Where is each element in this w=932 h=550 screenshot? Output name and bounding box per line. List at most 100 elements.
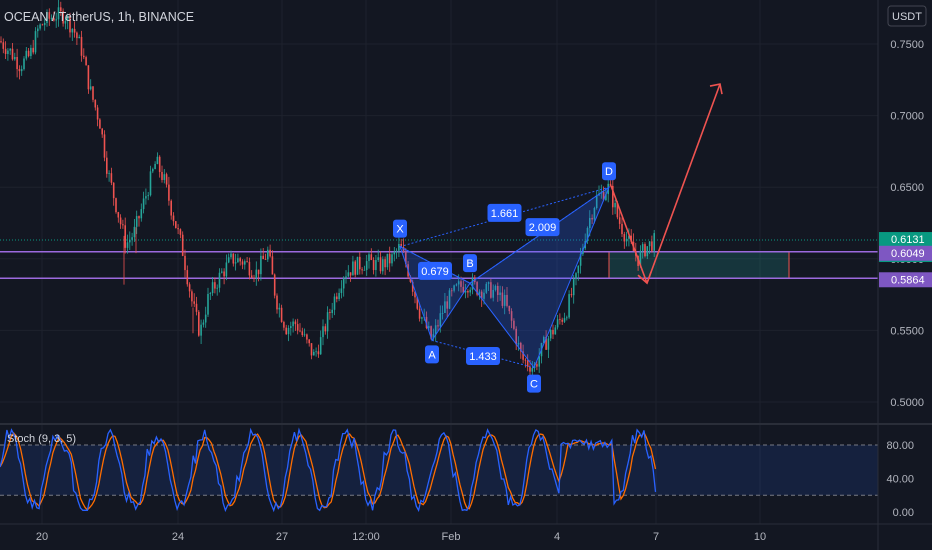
candle-body (163, 174, 166, 180)
candle-body (513, 320, 515, 329)
pattern-ratio-line (399, 246, 471, 284)
currency-button[interactable]: USDT (887, 5, 927, 27)
candle-body (92, 86, 94, 100)
candle-body (336, 296, 338, 300)
candle-body (494, 285, 497, 290)
candle-body (244, 261, 246, 265)
harmonic-pattern: X A B C D 0.679 1.433 1.661 2.009 (393, 162, 616, 393)
candle-body (460, 281, 462, 287)
candle-body (384, 259, 386, 268)
candle-body (609, 183, 612, 186)
candle-body (315, 351, 317, 353)
candle-body (490, 282, 492, 298)
candle-body (276, 295, 278, 310)
candle-body (181, 234, 184, 256)
price-tag-bg (879, 245, 932, 261)
candle-body (133, 226, 136, 238)
candle-body (257, 269, 260, 275)
candle-body (60, 7, 62, 12)
candle-body (538, 356, 540, 367)
candle-body (444, 301, 446, 314)
candle-body (469, 289, 471, 293)
candle-body (108, 173, 110, 174)
candle-body (577, 265, 580, 274)
candlestick-series (0, 0, 655, 380)
candle-body (239, 258, 241, 262)
time-tick-label: 24 (172, 531, 184, 543)
time-axis[interactable]: 20 24 27 12:00 Feb 4 7 10 (36, 531, 766, 543)
badge-text: X (396, 224, 404, 236)
candle-body (653, 233, 655, 251)
candle-body (370, 254, 373, 260)
candle-body (614, 202, 616, 208)
badge-text: C (530, 379, 538, 391)
candle-body (200, 324, 202, 336)
candle-body (503, 294, 506, 306)
candle-body (621, 223, 623, 235)
candle-body (591, 217, 593, 220)
candle-body (457, 281, 460, 285)
candle-body (264, 259, 267, 260)
candle-body (32, 47, 34, 53)
candle-body (388, 253, 391, 264)
candle-body (152, 169, 154, 172)
candle-body (211, 282, 214, 294)
candle-body (400, 244, 402, 247)
candle-body (462, 286, 465, 293)
candle-body (554, 327, 557, 335)
time-tick-label: 20 (36, 531, 48, 543)
candle-body (23, 58, 25, 70)
candle-body (296, 324, 299, 331)
candle-body (352, 261, 354, 276)
candle-body (283, 321, 285, 328)
candle-body (531, 368, 534, 372)
projection-arrows (610, 83, 723, 285)
candle-body (271, 256, 274, 275)
candle-body (333, 296, 336, 310)
candle-body (499, 292, 501, 295)
candle-body (471, 278, 474, 290)
candle-body (255, 269, 258, 279)
candle-body (451, 290, 453, 292)
candle-body (506, 294, 508, 306)
candle-body (648, 241, 651, 247)
candle-body (402, 246, 405, 252)
candle-body (267, 249, 269, 260)
stoch-tick-label: 0.00 (893, 507, 914, 519)
time-tick-label: 10 (754, 531, 766, 543)
candle-body (78, 36, 80, 39)
candle-body (50, 18, 53, 19)
point-label-d: D (602, 162, 616, 181)
candle-body (398, 244, 400, 251)
candle-body (154, 163, 156, 170)
candle-body (313, 351, 315, 356)
candle-body (227, 257, 230, 263)
arrowhead-down (637, 271, 652, 285)
badge-text: D (605, 166, 613, 178)
candle-body (646, 246, 649, 257)
price-tick-label: 0.6500 (890, 182, 924, 194)
candle-body (191, 291, 193, 302)
currency-label: USDT (892, 11, 922, 23)
candle-body (122, 224, 124, 226)
candle-body (241, 261, 244, 265)
candle-body (234, 262, 237, 264)
badge-text: 1.433 (469, 351, 497, 363)
candle-body (595, 195, 598, 208)
candle-body (138, 216, 140, 219)
candle-body (547, 338, 550, 350)
stoch-tick-label: 80.00 (886, 440, 914, 452)
candle-body (508, 305, 511, 312)
arrowhead-up (709, 83, 723, 95)
candle-body (262, 255, 264, 260)
candle-body (250, 275, 253, 278)
candle-body (437, 325, 439, 327)
candle-body (414, 291, 416, 298)
candle-body (193, 301, 195, 304)
badge-bg (425, 345, 439, 364)
candle-body (14, 56, 16, 60)
candle-body (175, 221, 177, 229)
candle-body (520, 342, 522, 352)
